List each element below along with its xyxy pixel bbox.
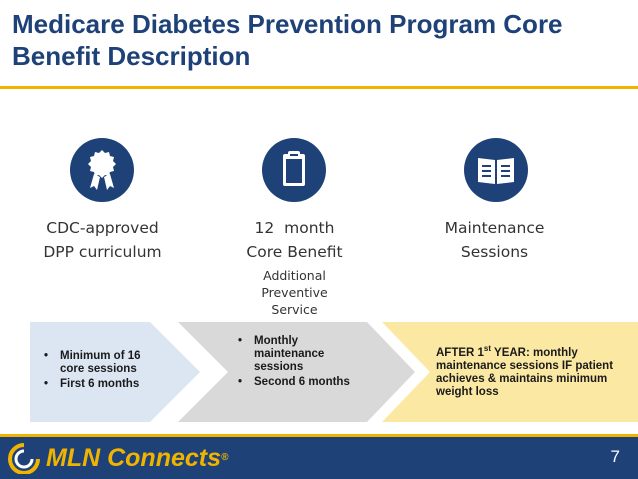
- phase-3-text: AFTER 1st YEAR: monthly maintenance sess…: [436, 342, 616, 399]
- footer-divider: [0, 434, 638, 437]
- bullet-item: Minimum of 16 core sessions: [42, 350, 162, 376]
- column-label-maintenance: Maintenance Sessions: [412, 216, 577, 264]
- logo-name: MLN Connects: [46, 444, 221, 472]
- sublabel-line: Service: [271, 302, 318, 317]
- column-sublabel: Additional Preventive Service: [232, 267, 357, 318]
- label-line: Sessions: [460, 243, 529, 261]
- open-book-icon: [464, 138, 528, 202]
- title-divider: [0, 86, 638, 89]
- column-label-core-benefit: 12 month Core Benefit: [212, 216, 377, 264]
- phase-3-body: YEAR: monthly maintenance sessions IF pa…: [436, 346, 614, 398]
- clipboard-icon: [262, 138, 326, 202]
- page-number: 7: [610, 447, 620, 466]
- footer-bar: MLN Connects® 7: [0, 437, 638, 479]
- registered-mark: ®: [221, 452, 229, 463]
- bullet-item: Monthly maintenance sessions: [236, 335, 366, 374]
- phase-arrow-3: [382, 322, 638, 422]
- bullet-item: First 6 months: [42, 378, 162, 391]
- sublabel-line: Additional: [263, 268, 326, 283]
- bullet-item: Second 6 months: [236, 376, 366, 389]
- label-line: Maintenance: [444, 219, 545, 237]
- phase-3-prefix: AFTER 1: [436, 346, 484, 359]
- mln-logo-icon: [8, 443, 40, 474]
- logo-text: MLN Connects®: [46, 442, 228, 474]
- phase-3-superscript: st: [483, 344, 492, 353]
- sublabel-line: Preventive: [261, 285, 328, 300]
- phase-2-text: Monthly maintenance sessions Second 6 mo…: [236, 335, 366, 391]
- award-ribbon-icon: [70, 138, 134, 202]
- column-label-curriculum: CDC-approved DPP curriculum: [20, 216, 185, 264]
- label-line: CDC-approved: [46, 219, 159, 237]
- label-line: DPP curriculum: [43, 243, 162, 261]
- label-line: 12 month: [254, 219, 335, 237]
- label-line: Core Benefit: [246, 243, 343, 261]
- slide-title: Medicare Diabetes Prevention Program Cor…: [12, 9, 563, 71]
- phase-1-text: Minimum of 16 core sessions First 6 mont…: [42, 350, 162, 393]
